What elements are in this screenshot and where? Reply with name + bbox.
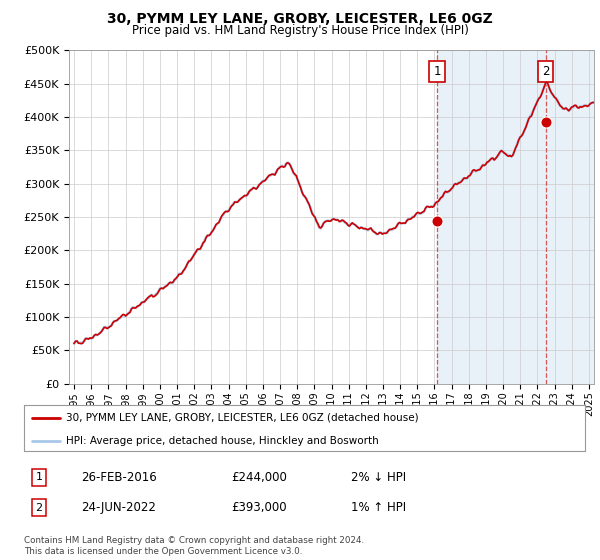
Text: 26-FEB-2016: 26-FEB-2016: [81, 470, 157, 484]
Text: 1: 1: [35, 472, 43, 482]
Text: 1% ↑ HPI: 1% ↑ HPI: [351, 501, 406, 515]
Bar: [437, 50, 600, 384]
Text: HPI: Average price, detached house, Hinckley and Bosworth: HPI: Average price, detached house, Hinc…: [66, 436, 379, 446]
Text: £393,000: £393,000: [231, 501, 287, 515]
Text: 2% ↓ HPI: 2% ↓ HPI: [351, 470, 406, 484]
Text: 2: 2: [542, 65, 550, 78]
Text: 30, PYMM LEY LANE, GROBY, LEICESTER, LE6 0GZ: 30, PYMM LEY LANE, GROBY, LEICESTER, LE6…: [107, 12, 493, 26]
Text: 24-JUN-2022: 24-JUN-2022: [81, 501, 156, 515]
Text: 30, PYMM LEY LANE, GROBY, LEICESTER, LE6 0GZ (detached house): 30, PYMM LEY LANE, GROBY, LEICESTER, LE6…: [66, 413, 419, 423]
Text: Contains HM Land Registry data © Crown copyright and database right 2024.
This d: Contains HM Land Registry data © Crown c…: [24, 536, 364, 556]
Text: £244,000: £244,000: [231, 470, 287, 484]
Text: 1: 1: [433, 65, 441, 78]
Text: Price paid vs. HM Land Registry's House Price Index (HPI): Price paid vs. HM Land Registry's House …: [131, 24, 469, 37]
Text: 2: 2: [35, 503, 43, 513]
